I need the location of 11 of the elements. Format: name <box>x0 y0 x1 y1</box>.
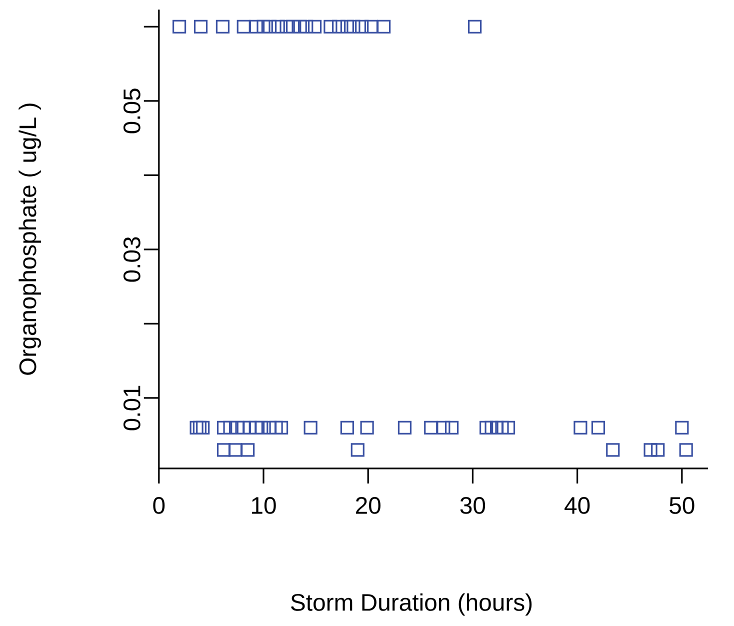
x-axis-title: Storm Duration (hours) <box>291 593 532 616</box>
x-tick-label: 0 <box>153 497 165 514</box>
x-tick-label: 40 <box>564 497 590 514</box>
y-tick-label: 0.01 <box>123 386 140 430</box>
x-tick-label: 20 <box>356 497 380 514</box>
y-tick-label: 0.03 <box>123 237 140 282</box>
y-tick-label: 0.05 <box>123 88 140 134</box>
x-tick-label: 30 <box>460 497 486 514</box>
x-tick-label: 10 <box>252 497 276 514</box>
x-tick-label: 50 <box>670 497 694 514</box>
y-axis-title: Organophosphate ( ug/L ) <box>18 104 42 375</box>
